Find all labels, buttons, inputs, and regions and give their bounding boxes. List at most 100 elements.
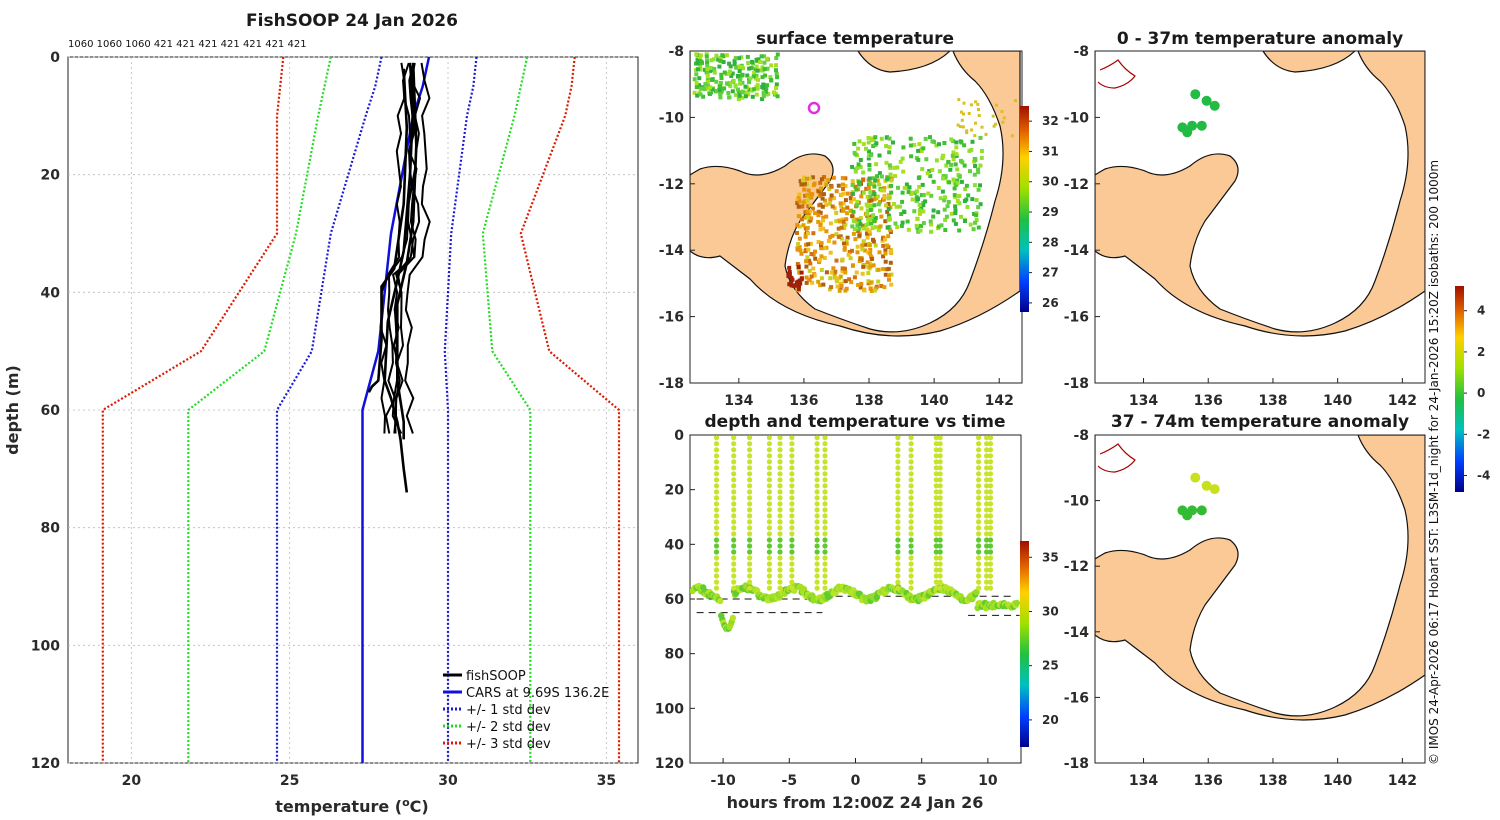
time-dive-point — [895, 489, 901, 495]
sst-pixel — [931, 208, 936, 213]
map-xtick-label: 140 — [920, 393, 949, 409]
time-dive-point — [766, 453, 773, 459]
time-dive-point — [731, 525, 737, 531]
sst-pixel — [747, 87, 752, 92]
sst-pixel — [752, 87, 757, 92]
sst-pixel — [957, 201, 962, 206]
sst-pixel — [874, 162, 879, 167]
profile-ytick-label: 60 — [41, 403, 61, 419]
sst-pixel — [793, 283, 798, 288]
sst-pixel — [850, 263, 855, 268]
profile-xtick-label: 30 — [438, 773, 458, 789]
colorbar-tick-label: 4 — [1477, 304, 1485, 318]
sst-pixel — [806, 188, 811, 193]
time-dive-point — [908, 495, 914, 501]
time-dive-point — [984, 573, 990, 579]
time-dive-point — [984, 543, 990, 549]
sst-pixel — [860, 243, 865, 248]
sst-pixel — [799, 217, 804, 222]
sst-pixel — [850, 191, 855, 196]
sst-pixel — [959, 110, 963, 114]
sst-pixel — [794, 280, 799, 285]
sst-pixel — [872, 288, 877, 293]
sst-pixel — [858, 216, 863, 221]
time-dive-point — [814, 525, 820, 531]
time-dive-point — [933, 447, 939, 453]
sst-pixel — [947, 180, 952, 185]
time-dive-point — [908, 507, 914, 513]
sst-pixel — [719, 72, 724, 77]
profile-xtick-label: 35 — [597, 773, 616, 789]
time-dive-point — [747, 549, 753, 555]
sst-pixel — [828, 235, 833, 239]
time-dive-point — [822, 561, 828, 567]
sst-pixel — [862, 226, 867, 231]
sst-pixel — [854, 203, 859, 208]
sst-pixel — [850, 248, 854, 253]
sst-pixel — [831, 175, 836, 180]
time-dive-point — [789, 585, 795, 591]
time-dive-point — [984, 453, 990, 459]
time-dive-point — [976, 519, 982, 525]
sst-pixel — [866, 217, 871, 222]
sst-pixel — [974, 100, 978, 104]
anomaly2-title: 37 - 74m temperature anomaly — [1111, 412, 1409, 432]
sst-pixel — [764, 56, 769, 61]
sst-pixel — [795, 231, 799, 235]
sst-pixel — [887, 163, 892, 168]
sst-pixel — [878, 224, 883, 229]
time-dive-point — [789, 573, 795, 579]
sst-pixel — [801, 200, 806, 205]
time-dive-point — [933, 537, 939, 543]
sst-pixel — [822, 246, 827, 251]
profile-ytick-label: 0 — [50, 50, 60, 66]
time-dive-point — [895, 507, 901, 513]
time-dive-point — [777, 567, 783, 573]
time-dive-point — [777, 513, 783, 519]
sst-pixel — [705, 58, 709, 63]
sst-pixel — [840, 182, 845, 187]
time-dive-point — [766, 441, 773, 447]
time-dive-point — [933, 585, 939, 591]
sst-pixel — [768, 75, 773, 80]
time-dive-point — [933, 579, 939, 585]
sst-pixel — [805, 182, 809, 187]
sst-pixel — [705, 71, 710, 76]
time-dive-point — [933, 513, 939, 519]
time-dive-point — [747, 507, 753, 513]
sst-pixel — [706, 84, 711, 89]
sst-pixel — [869, 217, 874, 221]
time-dive-point — [984, 495, 990, 501]
map-ytick-label: -18 — [659, 376, 684, 392]
sst-pixel — [921, 203, 926, 208]
time-dive-point — [895, 561, 901, 567]
time-dive-point — [987, 519, 994, 525]
sst-pixel — [807, 268, 812, 273]
sst-title: surface temperature — [756, 29, 954, 49]
time-dive-point — [937, 465, 943, 471]
sst-pixel — [970, 128, 974, 132]
time-dive-point — [984, 501, 990, 507]
time-dive-point — [747, 477, 753, 483]
sst-pixel — [843, 198, 848, 203]
time-dive-point — [984, 507, 990, 513]
sst-pixel — [730, 89, 735, 94]
sst-pixel — [929, 229, 934, 234]
sst-pixel — [802, 187, 807, 192]
time-dive-point — [933, 567, 939, 573]
anomaly1-land-north — [1262, 51, 1356, 73]
sst-pixel — [917, 208, 922, 213]
sst-pixel — [822, 175, 826, 179]
map-ytick-label: -16 — [1064, 690, 1089, 706]
time-dive-point — [789, 501, 795, 507]
colorbar-tick-label: 35 — [1042, 550, 1059, 564]
time-dive-point — [822, 459, 828, 465]
sst-pixel — [774, 56, 779, 60]
sst-pixel — [838, 201, 843, 206]
sst-pixel — [912, 190, 917, 195]
sst-pixel — [969, 103, 973, 107]
time-dive-point — [976, 537, 982, 543]
sst-pixel — [763, 89, 768, 94]
sst-pixel — [872, 184, 877, 189]
sst-pixel — [703, 82, 708, 87]
